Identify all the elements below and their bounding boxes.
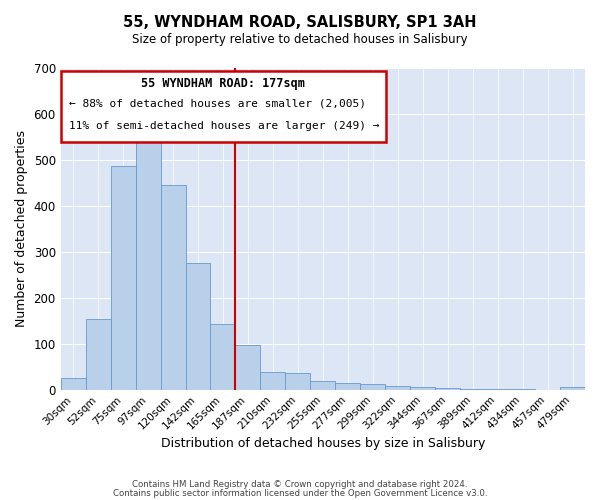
Bar: [560, 387, 585, 390]
Bar: [335, 383, 360, 390]
Text: Contains HM Land Registry data © Crown copyright and database right 2024.: Contains HM Land Registry data © Crown c…: [132, 480, 468, 489]
Bar: [260, 372, 286, 390]
Bar: [286, 372, 310, 390]
Bar: [235, 345, 260, 390]
Bar: [161, 185, 185, 390]
Bar: [136, 133, 161, 390]
Text: 55 WYNDHAM ROAD: 177sqm: 55 WYNDHAM ROAD: 177sqm: [141, 77, 305, 90]
Bar: [360, 384, 385, 390]
Bar: [86, 320, 110, 390]
Bar: [61, 378, 86, 390]
Bar: [385, 386, 410, 390]
FancyBboxPatch shape: [61, 70, 386, 142]
Text: Size of property relative to detached houses in Salisbury: Size of property relative to detached ho…: [132, 32, 468, 46]
X-axis label: Distribution of detached houses by size in Salisbury: Distribution of detached houses by size …: [161, 437, 485, 450]
Bar: [185, 263, 211, 390]
Text: ← 88% of detached houses are smaller (2,005): ← 88% of detached houses are smaller (2,…: [68, 98, 365, 108]
Text: 11% of semi-detached houses are larger (249) →: 11% of semi-detached houses are larger (…: [68, 120, 379, 130]
Text: Contains public sector information licensed under the Open Government Licence v3: Contains public sector information licen…: [113, 488, 487, 498]
Bar: [435, 388, 460, 390]
Bar: [410, 388, 435, 390]
Bar: [460, 389, 485, 390]
Bar: [110, 166, 136, 390]
Bar: [310, 380, 335, 390]
Bar: [211, 324, 235, 390]
Y-axis label: Number of detached properties: Number of detached properties: [15, 130, 28, 327]
Text: 55, WYNDHAM ROAD, SALISBURY, SP1 3AH: 55, WYNDHAM ROAD, SALISBURY, SP1 3AH: [123, 15, 477, 30]
